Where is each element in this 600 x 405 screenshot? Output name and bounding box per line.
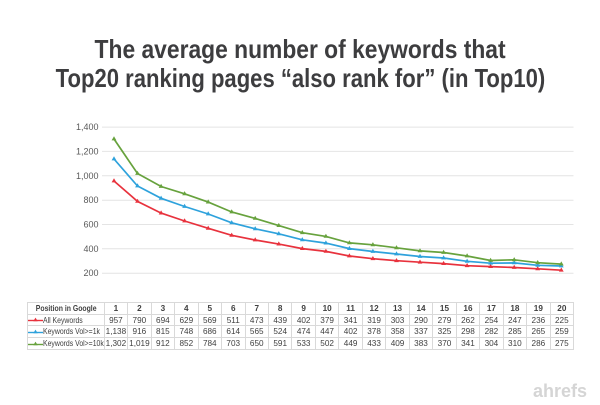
svg-text:400: 400	[83, 244, 98, 254]
svg-text:1,400: 1,400	[76, 122, 99, 132]
svg-text:1,000: 1,000	[76, 171, 99, 181]
svg-text:800: 800	[83, 195, 98, 205]
svg-text:1,200: 1,200	[76, 146, 99, 156]
svg-text:200: 200	[83, 268, 98, 278]
svg-text:600: 600	[83, 220, 98, 230]
